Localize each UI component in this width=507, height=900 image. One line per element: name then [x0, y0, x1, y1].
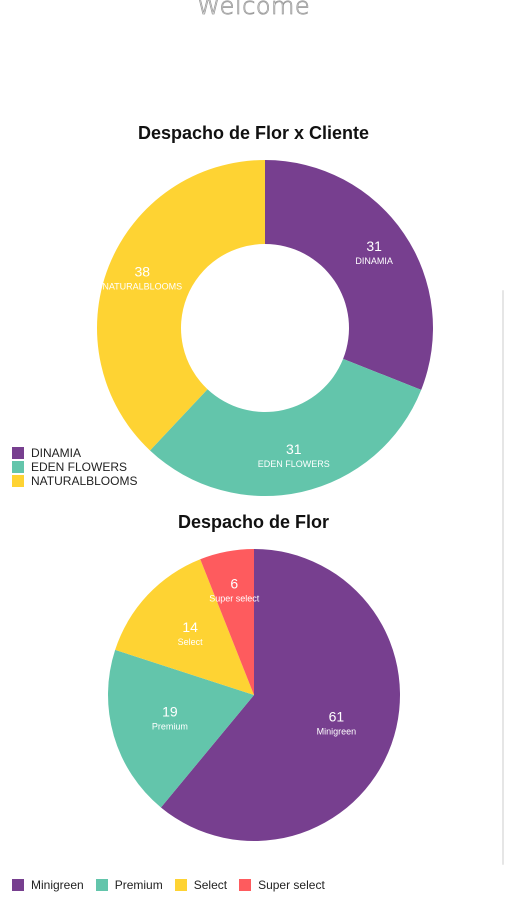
- data-label-value-eden-flowers: 31: [286, 441, 302, 457]
- slice-dinamia[interactable]: [265, 160, 433, 390]
- legend-label-naturalblooms: NATURALBLOOMS: [31, 474, 138, 488]
- slice-premium[interactable]: [108, 649, 255, 808]
- legend-label-super-select: Super select: [258, 878, 325, 892]
- legend-swatch-super-select: [239, 879, 252, 891]
- chart-title-flor: Despacho de Flor: [177, 512, 330, 532]
- data-label-value-premium: 19: [162, 703, 178, 719]
- legend-swatch-premium: [95, 879, 108, 891]
- legend-swatch-select: [174, 879, 187, 891]
- data-label-value-naturalblooms: 38: [134, 263, 150, 279]
- data-label-value-select: 14: [182, 619, 198, 635]
- data-label-value-dinamia: 31: [366, 238, 382, 254]
- data-label-category-minigreen: Minigreen: [317, 727, 357, 737]
- legend-swatch-eden-flowers: [12, 461, 24, 473]
- data-label-category-super-select: Super select: [209, 594, 260, 604]
- data-label-category-select: Select: [178, 637, 204, 647]
- legend-cliente: DINAMIA EDEN FLOWERS NATURALBLOOMS: [12, 446, 137, 488]
- chart-title-cliente: Despacho de Flor x Cliente: [137, 123, 370, 143]
- legend-item-naturalblooms[interactable]: NATURALBLOOMS: [12, 474, 137, 488]
- legend-label-premium: Premium: [114, 878, 163, 892]
- welcome-title: Welcome: [196, 0, 311, 20]
- legend-item-super-select[interactable]: Super select: [239, 878, 325, 892]
- data-label-category-naturalblooms: NATURALBLOOMS: [102, 281, 182, 291]
- legend-swatch-naturalblooms: [12, 475, 24, 487]
- legend-item-minigreen[interactable]: Minigreen: [12, 878, 84, 892]
- donut-chart-cliente: 31 DINAMIA 31 EDEN FLOWERS 38 NATURALBLOOMS: [96, 160, 433, 497]
- data-label-value-minigreen: 61: [329, 709, 345, 725]
- legend-label-select: Select: [193, 878, 228, 892]
- slice-super-select[interactable]: [200, 549, 254, 695]
- legend-item-premium[interactable]: Premium: [95, 878, 163, 892]
- data-label-category-eden-flowers: EDEN FLOWERS: [258, 459, 330, 469]
- legend-item-eden-flowers[interactable]: EDEN FLOWERS: [12, 460, 137, 474]
- legend-label-minigreen: Minigreen: [31, 878, 84, 892]
- scrollbar[interactable]: [502, 290, 504, 865]
- slice-naturalblooms[interactable]: [96, 160, 266, 451]
- slice-minigreen[interactable]: [160, 549, 401, 841]
- legend-label-eden-flowers: EDEN FLOWERS: [31, 460, 128, 474]
- legend-swatch-dinamia: [12, 447, 24, 459]
- data-label-category-dinamia: DINAMIA: [355, 256, 393, 266]
- legend-flor: Minigreen Premium Select Super select: [12, 878, 337, 892]
- slice-eden-flowers[interactable]: [149, 358, 422, 497]
- legend-swatch-minigreen: [12, 879, 24, 891]
- data-label-value-super-select: 6: [230, 576, 238, 592]
- legend-label-dinamia: DINAMIA: [31, 446, 82, 460]
- legend-item-dinamia[interactable]: DINAMIA: [12, 446, 137, 460]
- slice-select[interactable]: [115, 559, 254, 695]
- legend-item-select[interactable]: Select: [174, 878, 228, 892]
- data-label-category-premium: Premium: [152, 721, 188, 731]
